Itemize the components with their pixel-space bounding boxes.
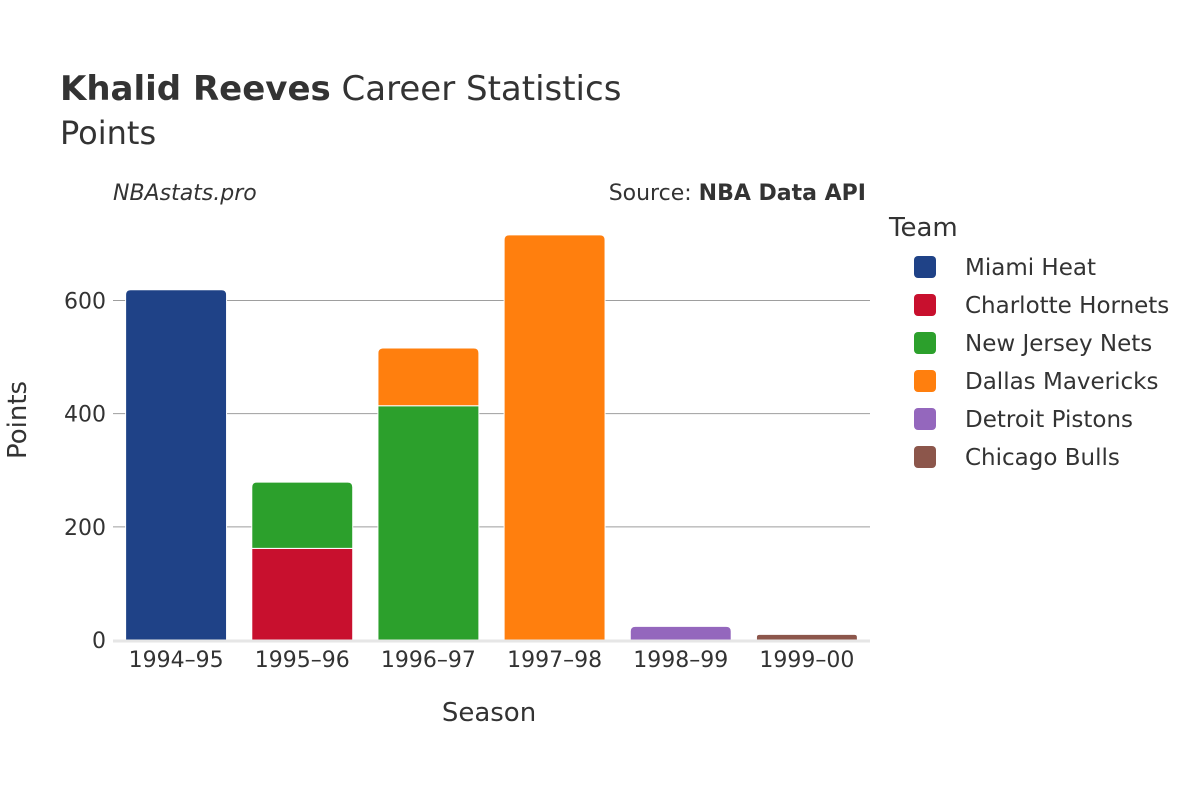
x-tick-label: 1999–00 — [759, 648, 854, 673]
legend-label: Detroit Pistons — [965, 407, 1133, 433]
y-tick-label: 600 — [64, 290, 106, 315]
title-player-name: Khalid Reeves — [60, 69, 331, 109]
x-tick-label: 1997–98 — [507, 648, 602, 673]
legend-label: Charlotte Hornets — [965, 293, 1169, 319]
x-tick-label: 1998–99 — [633, 648, 728, 673]
title-rest: Career Statistics — [331, 69, 622, 109]
source-credit: Source: NBA Data API — [609, 181, 866, 206]
y-tick-label: 0 — [92, 629, 106, 654]
bar-charlotte-hornets-1995–96 — [251, 547, 354, 641]
gridlines — [113, 300, 870, 528]
legend-label: New Jersey Nets — [965, 331, 1152, 357]
bar-chicago-bulls-1999–00 — [755, 633, 858, 641]
legend-label: Dallas Mavericks — [965, 369, 1158, 395]
legend-swatch — [914, 294, 936, 316]
x-tick-label: 1996–97 — [381, 648, 476, 673]
bar-detroit-pistons-1998–99 — [629, 625, 732, 641]
bar-new-jersey-nets-1996–97 — [377, 405, 480, 641]
legend-swatch — [914, 446, 936, 468]
x-tick-label: 1994–95 — [129, 648, 224, 673]
legend-swatch — [914, 256, 936, 278]
axes: 0 200 400 600 1994–95 1995–96 1996–97 1997–98 19… — [64, 290, 870, 673]
legend-swatch — [914, 408, 936, 430]
bar-miami-heat-1994–95 — [125, 289, 228, 641]
site-credit: NBAstats.pro — [113, 181, 257, 206]
source-name: NBA Data API — [699, 181, 866, 206]
chart-title: Khalid Reeves Career Statistics — [60, 69, 621, 109]
y-tick-label: 200 — [64, 516, 106, 541]
bar-new-jersey-nets-1995–96 — [251, 481, 354, 549]
source-prefix: Source: — [609, 181, 699, 206]
legend-label: Miami Heat — [965, 255, 1096, 281]
legend-title: Team — [888, 213, 958, 243]
y-tick-label: 400 — [64, 403, 106, 428]
chart-subtitle: Points — [60, 114, 156, 152]
bars — [125, 234, 858, 641]
bar-dallas-mavericks-1997–98 — [503, 234, 606, 641]
x-tick-label: 1995–96 — [255, 648, 350, 673]
bar-dallas-mavericks-1996–97 — [377, 347, 480, 407]
y-axis-title: Points — [3, 381, 33, 459]
x-axis-title: Season — [442, 698, 536, 728]
legend-swatch — [914, 370, 936, 392]
legend: Miami Heat Charlotte Hornets New Jersey Ne… — [914, 255, 1169, 471]
legend-label: Chicago Bulls — [965, 445, 1120, 471]
legend-swatch — [914, 332, 936, 354]
